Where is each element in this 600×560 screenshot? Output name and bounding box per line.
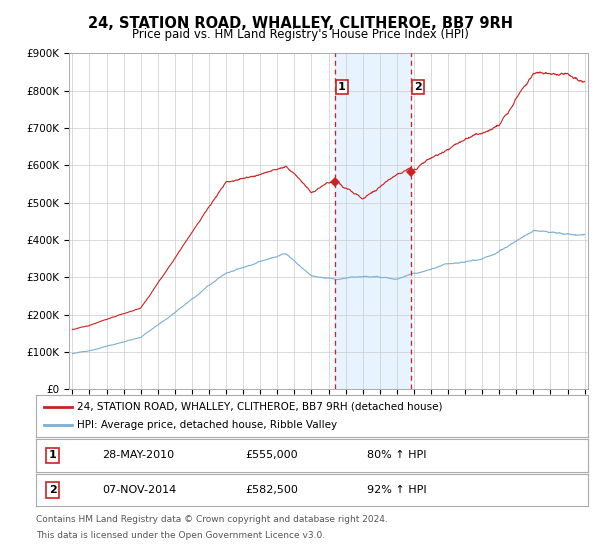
Text: 07-NOV-2014: 07-NOV-2014 [102, 485, 176, 495]
Text: 24, STATION ROAD, WHALLEY, CLITHEROE, BB7 9RH: 24, STATION ROAD, WHALLEY, CLITHEROE, BB… [88, 16, 512, 31]
Text: 2: 2 [414, 82, 422, 92]
Text: 80% ↑ HPI: 80% ↑ HPI [367, 450, 427, 460]
Text: 1: 1 [338, 82, 346, 92]
Text: Price paid vs. HM Land Registry's House Price Index (HPI): Price paid vs. HM Land Registry's House … [131, 28, 469, 41]
Bar [335, 53, 412, 389]
Text: HPI: Average price, detached house, Ribble Valley: HPI: Average price, detached house, Ribb… [77, 420, 338, 430]
Text: £555,000: £555,000 [246, 450, 298, 460]
Text: 28-MAY-2010: 28-MAY-2010 [102, 450, 175, 460]
Text: 24, STATION ROAD, WHALLEY, CLITHEROE, BB7 9RH (detached house): 24, STATION ROAD, WHALLEY, CLITHEROE, BB… [77, 402, 443, 412]
Text: 2: 2 [49, 485, 56, 495]
Text: 1: 1 [49, 450, 56, 460]
Text: £582,500: £582,500 [246, 485, 299, 495]
Text: This data is licensed under the Open Government Licence v3.0.: This data is licensed under the Open Gov… [36, 531, 325, 540]
Text: 92% ↑ HPI: 92% ↑ HPI [367, 485, 427, 495]
Text: Contains HM Land Registry data © Crown copyright and database right 2024.: Contains HM Land Registry data © Crown c… [36, 515, 388, 524]
